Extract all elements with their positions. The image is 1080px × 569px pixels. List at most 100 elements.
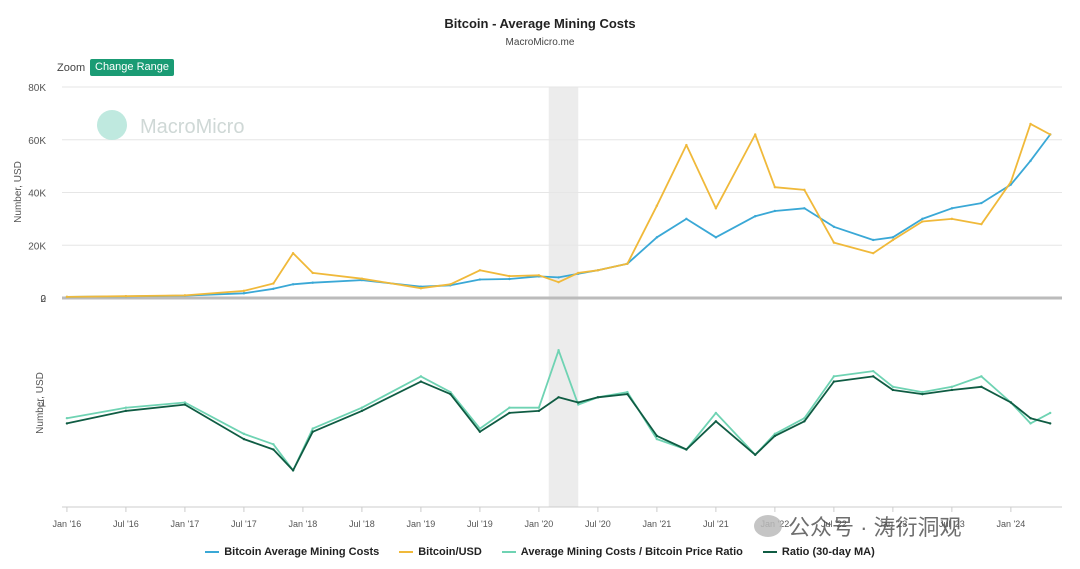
data-point (291, 283, 295, 286)
x-tick-label: Jul '21 (703, 519, 729, 529)
legend-item-mining-cost[interactable]: Bitcoin Average Mining Costs (205, 546, 379, 558)
data-point (272, 287, 275, 290)
data-point (291, 469, 295, 472)
data-point (124, 406, 128, 409)
data-point (921, 217, 924, 221)
data-point (1029, 122, 1032, 126)
y-axis-title: Number, USD (13, 161, 24, 223)
data-point (626, 390, 629, 394)
data-point (124, 295, 128, 298)
y-tick-label: 20K (28, 241, 46, 252)
data-point (557, 276, 560, 279)
legend-item-ratio[interactable]: Average Mining Costs / Bitcoin Price Rat… (501, 546, 743, 558)
data-point (478, 269, 482, 272)
data-point (1029, 422, 1032, 425)
data-point (242, 432, 246, 436)
data-point (291, 251, 295, 255)
data-point (1009, 401, 1013, 404)
data-point (242, 292, 246, 295)
data-point (508, 274, 511, 278)
data-point (360, 409, 364, 413)
data-point (921, 392, 924, 396)
data-point (1049, 422, 1052, 425)
data-point (685, 448, 688, 451)
data-point (272, 282, 275, 285)
data-point (478, 278, 482, 281)
data-point (655, 236, 659, 239)
data-point (655, 204, 659, 207)
series-line-bitcoin-usd (66, 123, 1051, 298)
x-tick-label: Jul '23 (939, 519, 965, 529)
data-point (272, 448, 275, 451)
x-tick-label: Jan '16 (53, 519, 82, 529)
data-point (714, 236, 718, 239)
data-point (311, 281, 314, 284)
data-point (950, 207, 954, 210)
data-point (1009, 180, 1013, 184)
legend-swatch (205, 551, 220, 553)
data-point (685, 217, 688, 221)
data-point (891, 385, 895, 389)
data-point (577, 271, 580, 275)
change-range-button[interactable]: Change Range (90, 59, 175, 76)
data-point (655, 434, 659, 438)
x-tick-label: Jul '20 (585, 519, 611, 529)
data-point (508, 411, 511, 415)
data-point (311, 427, 314, 430)
data-point (557, 349, 560, 352)
data-point (419, 375, 423, 378)
data-point (891, 388, 895, 392)
data-point (773, 434, 777, 438)
data-point (685, 143, 688, 147)
legend-item-btc-usd[interactable]: Bitcoin/USD (399, 546, 482, 558)
y-tick-label: 1 (40, 399, 46, 410)
series-line-ratio-30-day-ma- (66, 375, 1051, 472)
legend-label: Ratio (30-day MA) (781, 546, 875, 558)
data-point (537, 409, 541, 413)
x-tick-label: Jan '21 (643, 519, 672, 529)
data-point (596, 396, 600, 399)
data-point (360, 406, 364, 409)
data-point (980, 385, 983, 389)
data-point (891, 238, 895, 242)
x-tick-label: Jan '23 (879, 519, 908, 529)
y-tick-label: 80K (28, 83, 46, 94)
data-point (1029, 416, 1032, 420)
data-point (65, 416, 69, 420)
data-point (183, 403, 187, 406)
data-point (980, 222, 983, 226)
y-tick-label: 0 (40, 294, 46, 305)
x-tick-label: Jan '19 (407, 519, 436, 529)
legend-item-ratio-ma[interactable]: Ratio (30-day MA) (762, 546, 875, 558)
data-point (626, 262, 629, 265)
data-point (360, 277, 364, 280)
overlay-watermark-text: 公众号 · 涛衍洞观 (788, 515, 962, 540)
data-point (311, 271, 314, 275)
data-point (921, 220, 924, 223)
data-point (272, 443, 275, 446)
legend-label: Bitcoin Average Mining Costs (224, 546, 380, 558)
data-point (832, 375, 836, 378)
x-tick-label: Jan '20 (525, 519, 554, 529)
legend-label: Bitcoin/USD (418, 546, 482, 558)
data-point (714, 420, 718, 423)
data-point (773, 186, 777, 189)
data-point (419, 380, 423, 383)
data-point (803, 207, 806, 210)
data-point (714, 411, 718, 415)
data-point (714, 207, 718, 210)
data-point (596, 269, 600, 272)
data-point (803, 188, 806, 192)
data-point (557, 396, 560, 399)
x-tick-label: Jan '18 (289, 519, 318, 529)
data-point (183, 401, 187, 404)
data-point (478, 430, 482, 433)
data-point (449, 283, 452, 286)
data-point (449, 392, 452, 396)
data-point (950, 388, 954, 392)
data-point (872, 251, 875, 255)
data-point (1049, 133, 1052, 136)
legend-label: Average Mining Costs / Bitcoin Price Rat… (520, 546, 743, 558)
legend-swatch (399, 551, 414, 553)
data-point (891, 236, 895, 239)
